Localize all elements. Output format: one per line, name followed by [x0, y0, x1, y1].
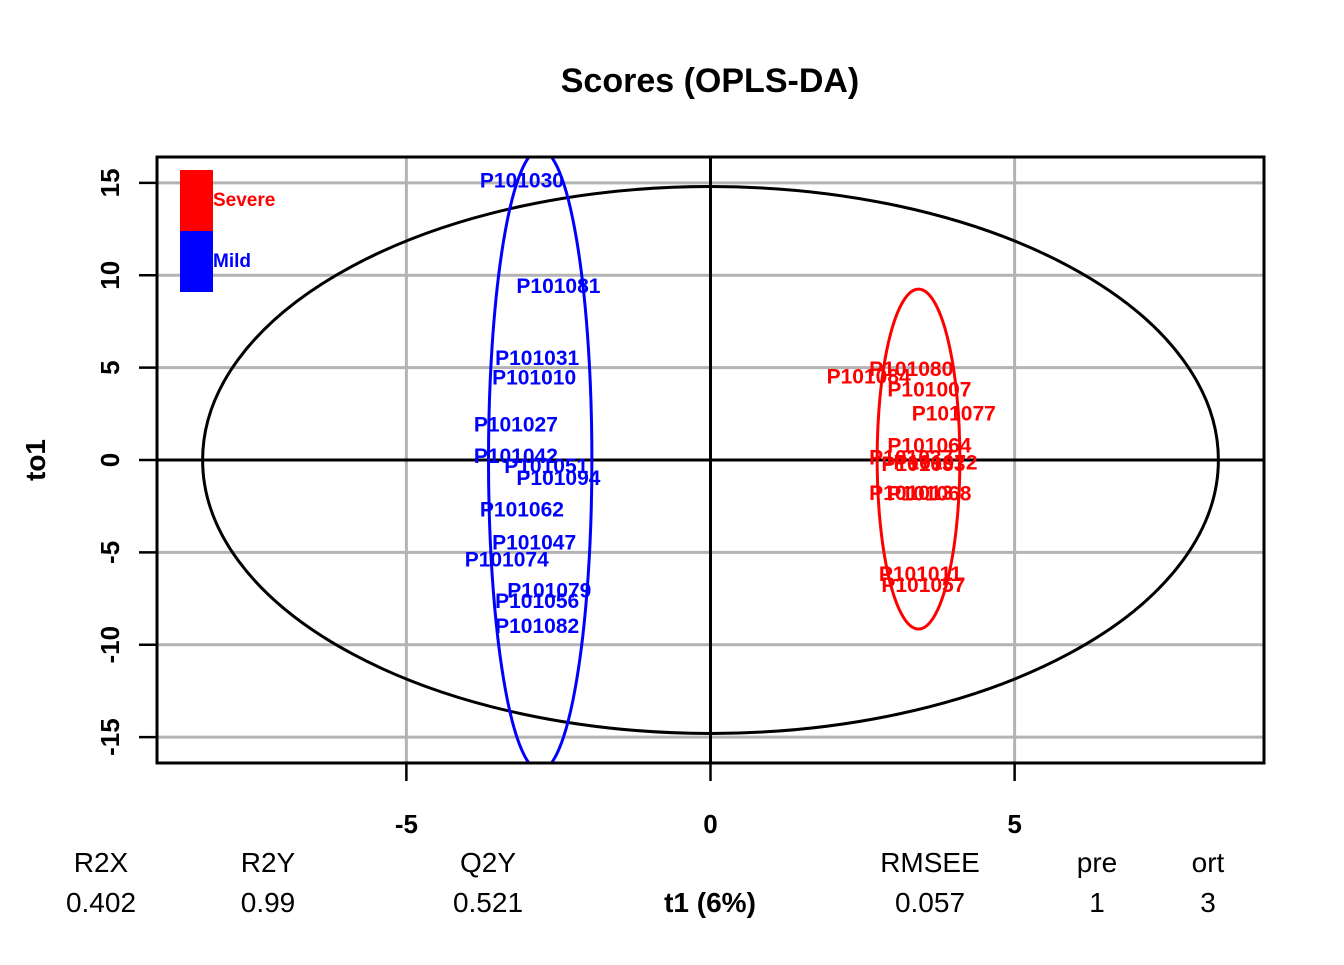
x-tick-label: 0 — [703, 809, 717, 839]
stat-name: R2Y — [241, 847, 296, 878]
point-label: P101030 — [480, 170, 564, 193]
y-tick-label: -10 — [95, 626, 125, 664]
stat-name: Q2Y — [460, 847, 516, 878]
legend: Severe Mild — [180, 170, 275, 292]
stat-value: 3 — [1200, 887, 1216, 918]
legend-label-mild: Mild — [213, 251, 251, 272]
point-label: P101033 — [881, 453, 965, 476]
point-label: P101084 — [827, 365, 911, 388]
point-label: P101031 — [495, 347, 579, 370]
chart-title: Scores (OPLS-DA) — [561, 62, 860, 100]
point-label: P101077 — [912, 402, 996, 425]
tick-labels: -5 0 5 -15 -10 -5 0 5 10 15 — [95, 168, 1022, 839]
point-label: P101081 — [516, 275, 600, 298]
point-label: P101056 — [495, 590, 579, 613]
hotelling-ellipse — [201, 185, 1220, 735]
point-label: P101007 — [887, 378, 971, 401]
x-tick-label: 5 — [1007, 809, 1021, 839]
y-tick-label: 0 — [95, 453, 125, 467]
x-axis-label: t1 (6%) — [664, 887, 756, 918]
stat-value: 0.99 — [241, 887, 296, 918]
point-label: P101094 — [516, 467, 600, 490]
point-labels: P101080P101084P101007P101077P101064P1010… — [465, 170, 996, 638]
point-label: P101042 — [474, 445, 558, 468]
y-tick-label: 15 — [95, 168, 125, 197]
point-label: P101074 — [465, 548, 549, 571]
point-label: P101072 — [894, 451, 978, 474]
y-tick-label: -5 — [95, 541, 125, 564]
legend-label-severe: Severe — [213, 190, 275, 211]
point-label: P101080 — [869, 358, 953, 381]
stat-name: pre — [1077, 847, 1117, 878]
y-axis-label: to1 — [20, 439, 51, 481]
point-label: P101064 — [887, 435, 971, 458]
y-tick-label: 10 — [95, 261, 125, 290]
point-label: P101068 — [887, 483, 971, 506]
ellipses — [201, 157, 1220, 763]
legend-swatch-severe — [180, 170, 213, 231]
x-tick-label: -5 — [395, 809, 418, 839]
group-ellipse-severe — [875, 287, 962, 631]
stat-name: RMSEE — [880, 847, 980, 878]
stat-name: R2X — [74, 847, 129, 878]
legend-swatch-mild — [180, 231, 213, 292]
stat-value: 0.521 — [453, 887, 523, 918]
stat-value: 0.402 — [66, 887, 136, 918]
point-label: P101082 — [495, 615, 579, 638]
point-label: P101057 — [881, 574, 965, 597]
point-label: P101051 — [504, 455, 588, 478]
stat-value: 0.057 — [895, 887, 965, 918]
point-label: P101047 — [492, 532, 576, 555]
model-stats: R2X 0.402 R2Y 0.99 Q2Y 0.521 RMSEE 0.057 pre 1 ort… — [66, 847, 1225, 918]
point-label: P101013 — [869, 482, 953, 505]
point-label: P101062 — [480, 498, 564, 521]
point-label: P101037 — [869, 447, 953, 470]
stat-name: ort — [1192, 847, 1225, 878]
point-label: P101079 — [507, 580, 591, 603]
y-tick-label: 5 — [95, 360, 125, 374]
point-label: P101010 — [492, 366, 576, 389]
axes — [157, 157, 1264, 763]
y-tick-label: -15 — [95, 718, 125, 756]
stat-value: 1 — [1089, 887, 1105, 918]
point-label: P101011 — [879, 563, 962, 586]
point-label: P101027 — [474, 413, 558, 436]
group-ellipse-mild — [487, 157, 594, 763]
